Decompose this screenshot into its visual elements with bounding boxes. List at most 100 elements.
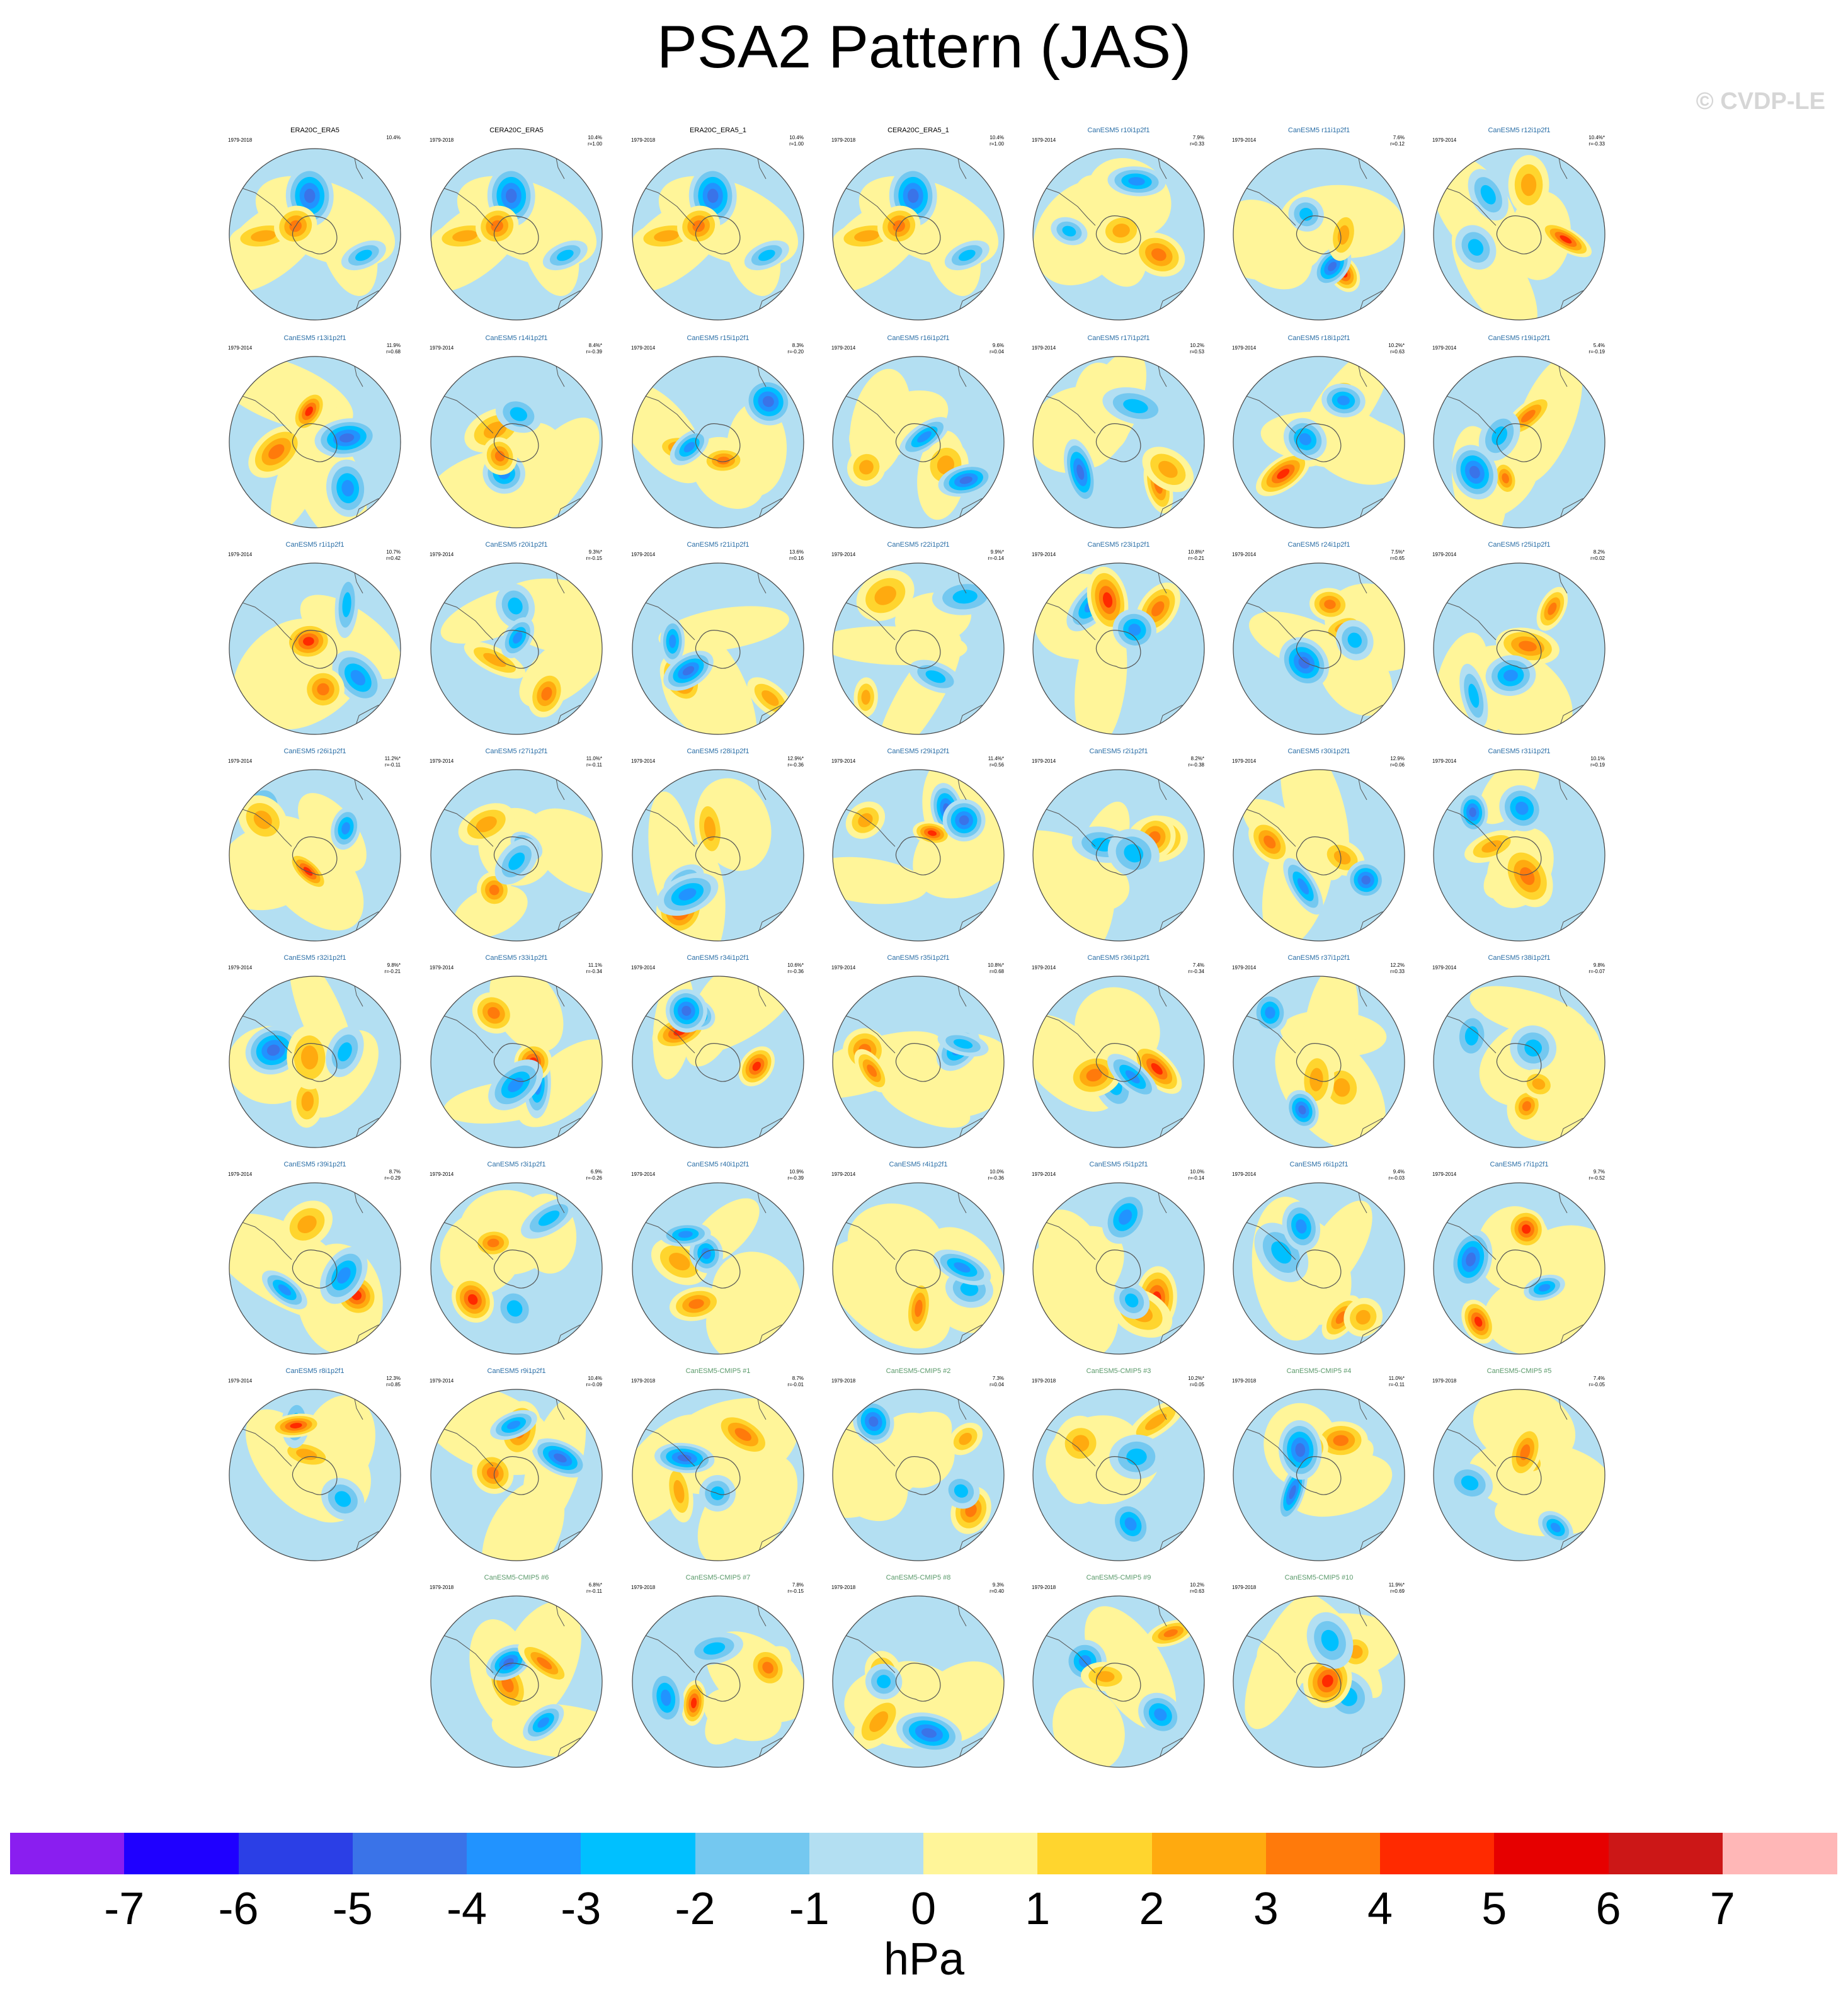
south-america-coastline: [833, 1217, 896, 1260]
antarctica-coastline: [493, 423, 539, 462]
contour-fill: [1297, 878, 1309, 895]
panel-correlation: r=-0.11: [385, 762, 401, 768]
antarctica-coastline: [895, 1043, 941, 1082]
contour-fill: [268, 444, 285, 460]
panel-variance-pct: 9.8%: [1593, 962, 1605, 968]
panel-period: 1979-2018: [1232, 1378, 1257, 1384]
map-panel: CanESM5-CMIP5 #9 1979-2018 10.2% r=0.63: [1024, 1573, 1213, 1775]
south-america-coastline: [1033, 1217, 1096, 1260]
polar-map: [229, 356, 401, 528]
contour-fill: [1520, 867, 1535, 886]
map-panel: CanESM5 r27i1p2f1 1979-2014 11.0%* r=-0.11: [422, 747, 611, 949]
panel-variance-pct: 7.8%: [792, 1582, 804, 1588]
map-border: [632, 1182, 804, 1355]
panel-variance-pct: 10.2%*: [1388, 343, 1405, 348]
colorbar-cell: [1037, 1833, 1152, 1874]
panel-title: CanESM5 r20i1p2f1: [485, 541, 548, 549]
map-panel: CanESM5 r33i1p2f1 1979-2014 11.1% r=-0.34: [422, 954, 611, 1155]
panel-period: 1979-2018: [631, 1585, 656, 1590]
panel-variance-pct: 9.7%: [1593, 1169, 1605, 1175]
antarctica-coastline: [895, 1663, 941, 1702]
panel-title: CanESM5 r12i1p2f1: [1488, 127, 1551, 134]
colorbar-cell: [695, 1833, 810, 1874]
panel-correlation: r=-0.03: [1388, 1175, 1405, 1181]
south-america-coastline: [431, 598, 494, 641]
contour-fill: [921, 192, 981, 297]
map-border: [1433, 1182, 1606, 1355]
contour-fill: [1263, 835, 1276, 849]
contour-fill: [1300, 1200, 1372, 1301]
antarctica-coastline: [895, 423, 941, 462]
contour-fill: [510, 407, 527, 421]
south-america-coastline: [431, 1424, 494, 1467]
panel-period: 1979-2014: [228, 758, 253, 764]
contour-fill: [1154, 1708, 1167, 1721]
contour-fill: [1163, 1629, 1178, 1638]
south-america-coastline: [1434, 1424, 1497, 1467]
contour-fill: [1265, 1006, 1275, 1019]
panel-title: CanESM5 r9i1p2f1: [487, 1367, 546, 1375]
map-border: [832, 1182, 1005, 1355]
polar-map: [1433, 148, 1606, 321]
contour-fill: [960, 1282, 979, 1296]
contour-fill: [229, 1213, 351, 1307]
antarctica-coastline: [1095, 1043, 1141, 1082]
contour-fill: [1124, 1517, 1137, 1531]
antarctica-coastline: [695, 423, 741, 462]
map-border: [430, 148, 603, 321]
map-border: [430, 1389, 603, 1561]
contour-fill: [1071, 1435, 1090, 1452]
contour-fill: [1324, 600, 1336, 610]
panel-correlation: r=-0.52: [1588, 1175, 1605, 1181]
panel-variance-pct: 9.3%: [992, 1582, 1004, 1588]
contour-fill: [752, 1061, 761, 1071]
panel-correlation: r=-0.33: [1588, 141, 1605, 147]
panel-title: CanESM5 r15i1p2f1: [687, 334, 750, 342]
map-border: [832, 1389, 1005, 1561]
panel-correlation: r=0.04: [990, 1382, 1004, 1387]
panel-variance-pct: 10.4%: [588, 135, 602, 140]
panel-variance-pct: 10.1%: [1590, 756, 1605, 761]
panel-correlation: r=-0.36: [787, 762, 804, 768]
contour-fill: [494, 450, 505, 462]
contour-fill: [877, 1675, 891, 1689]
south-america-coastline: [833, 183, 896, 226]
panel-variance-pct: 12.9%*: [787, 756, 804, 761]
contour-fill: [251, 230, 277, 242]
colorbar-cell: [467, 1833, 581, 1874]
contour-fill: [861, 690, 870, 705]
polar-map: [1433, 356, 1606, 528]
contour-fill: [467, 1294, 478, 1305]
panel-title: CanESM5 r28i1p2f1: [687, 748, 750, 755]
antarctica-coastline: [695, 836, 741, 875]
contour-fill: [717, 457, 730, 465]
panel-variance-pct: 6.9%: [590, 1169, 602, 1175]
contour-fill: [338, 1042, 352, 1062]
panel-variance-pct: 7.5%*: [1391, 549, 1405, 555]
colorbar-tick-label: -6: [218, 1884, 259, 1934]
contour-fill: [921, 1728, 937, 1738]
panel-title: CanESM5-CMIP5 #8: [886, 1574, 951, 1581]
contour-fill: [506, 1420, 521, 1430]
polar-map: [832, 562, 1005, 735]
panel-correlation: r=-0.20: [787, 349, 804, 355]
panel-period: 1979-2018: [831, 1585, 856, 1590]
map-panel: CanESM5 r1i1p2f1 1979-2014 10.7% r=0.42: [220, 540, 409, 742]
contour-fill: [538, 1210, 560, 1226]
antarctica-coastline: [895, 215, 941, 254]
panel-title: CanESM5-CMIP5 #6: [484, 1574, 549, 1581]
south-america-coastline: [632, 1631, 695, 1673]
panel-title: CanESM5 r32i1p2f1: [283, 954, 346, 962]
south-america-coastline: [833, 1631, 896, 1673]
panel-period: 1979-2018: [1432, 1378, 1457, 1384]
map-border: [1433, 1389, 1606, 1561]
contour-fill: [508, 852, 525, 870]
map-panel: CanESM5 r11i1p2f1 1979-2014 7.6% r=0.12: [1224, 126, 1413, 328]
south-america-coastline: [632, 391, 695, 434]
panel-correlation: r=0.68: [990, 969, 1004, 974]
map-panel: CanESM5 r30i1p2f1 1979-2014 12.9% r=0.06: [1224, 747, 1413, 949]
polar-map: [1032, 356, 1205, 528]
contour-fill: [300, 1045, 319, 1070]
map-panel: CERA20C_ERA5_1 1979-2018 10.4% r=1.00: [824, 126, 1013, 328]
panel-correlation: r=-0.34: [586, 969, 602, 974]
